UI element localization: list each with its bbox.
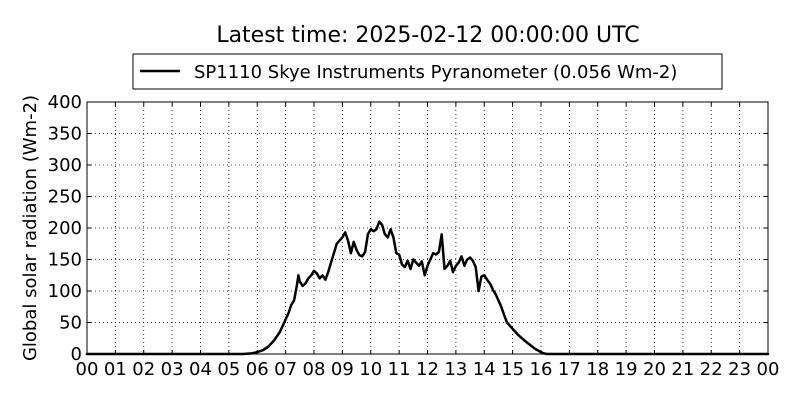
y-axis-label: Global solar radiation (Wm-2) <box>20 95 41 361</box>
legend-box <box>132 53 723 90</box>
x-tick-labels: 00 01 02 03 04 05 06 07 08 09 10 11 12 13 14 15 16 17 18 19… <box>76 359 780 380</box>
x-tick-label: 20 <box>643 359 666 380</box>
x-tick-label: 09 <box>331 359 354 380</box>
x-tick-label: 15 <box>501 359 524 380</box>
x-tick-label: 16 <box>530 359 553 380</box>
series-layer <box>85 220 770 356</box>
x-tick-label: 18 <box>586 359 609 380</box>
legend-label: SP1110 Skye Instruments Pyranometer (0.0… <box>194 62 677 83</box>
y-tick-labels: 0 50 100 150 200 250 300 350 400 <box>48 92 82 365</box>
series-line <box>85 220 770 356</box>
chart-title: Latest time: 2025-02-12 00:00:00 UTC <box>216 23 639 48</box>
x-tick-label: 11 <box>388 359 411 380</box>
x-tick-label: 17 <box>558 359 581 380</box>
x-tick-label: 13 <box>444 359 467 380</box>
legend: SP1110 Skye Instruments Pyranometer (0.0… <box>132 53 723 90</box>
axis-ticks <box>86 101 769 355</box>
x-tick-label: 06 <box>246 359 269 380</box>
x-tick-label: 05 <box>217 359 240 380</box>
x-tick-label: 14 <box>473 359 496 380</box>
x-tick-label: 04 <box>189 359 212 380</box>
x-tick-label: 12 <box>416 359 439 380</box>
y-tick-label: 300 <box>48 155 82 176</box>
x-tick-label: 00 <box>757 359 780 380</box>
x-tick-label: 07 <box>274 359 297 380</box>
x-tick-label: 19 <box>615 359 638 380</box>
grid-lines <box>87 102 768 354</box>
x-tick-label: 23 <box>728 359 751 380</box>
y-tick-label: 400 <box>48 92 82 113</box>
y-tick-label: 100 <box>48 281 82 302</box>
x-tick-label: 02 <box>132 359 155 380</box>
x-tick-label: 21 <box>671 359 694 380</box>
x-tick-label: 00 <box>76 359 99 380</box>
y-tick-label: 50 <box>59 313 82 334</box>
x-tick-label: 03 <box>161 359 184 380</box>
y-tick-label: 350 <box>48 124 82 145</box>
x-tick-label: 22 <box>700 359 723 380</box>
x-tick-label: 01 <box>104 359 127 380</box>
y-tick-label: 0 <box>71 344 82 365</box>
x-tick-label: 08 <box>303 359 326 380</box>
x-tick-label: 10 <box>359 359 382 380</box>
y-tick-label: 250 <box>48 187 82 208</box>
y-tick-label: 200 <box>48 218 82 239</box>
y-tick-label: 150 <box>48 250 82 271</box>
